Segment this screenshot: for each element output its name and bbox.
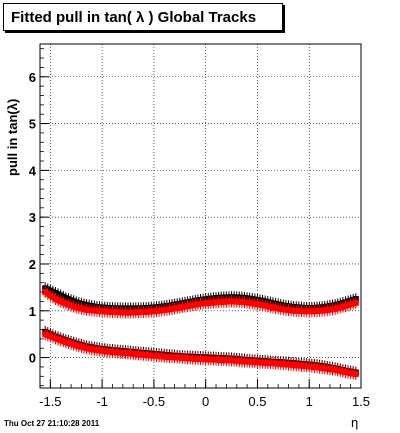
y-tick-label: 5 bbox=[29, 117, 36, 132]
y-tick-label: 6 bbox=[29, 70, 36, 85]
title-box: Fitted pull in tan( λ ) Global Tracks bbox=[3, 3, 283, 31]
x-tick-label: -0.5 bbox=[143, 394, 165, 409]
chart-title: Fitted pull in tan( λ ) Global Tracks bbox=[11, 9, 257, 26]
axes: -1.5 -1 -0.5 0 0.5 1 1.5 0 1 2 3 4 5 6 bbox=[29, 48, 370, 409]
x-tick-label: 1 bbox=[306, 394, 313, 409]
y-tick-label: 0 bbox=[29, 351, 36, 366]
plot-frame bbox=[39, 43, 362, 389]
grid-lines bbox=[40, 44, 362, 388]
data-series bbox=[42, 282, 359, 380]
y-axis-label: pull in tan(λ) bbox=[5, 98, 20, 176]
x-tick-label: 0.5 bbox=[248, 394, 266, 409]
timestamp: Thu Oct 27 21:10:28 2011 bbox=[4, 419, 100, 428]
x-tick-label: 0 bbox=[202, 394, 209, 409]
x-tick-label: 1.5 bbox=[352, 394, 370, 409]
y-tick-label: 4 bbox=[29, 163, 37, 178]
series-upper-red bbox=[42, 286, 359, 319]
y-tick-label: 1 bbox=[29, 304, 36, 319]
series-lower-red bbox=[42, 328, 359, 380]
y-tick-label: 2 bbox=[29, 257, 36, 272]
x-axis-label: η bbox=[351, 415, 359, 430]
y-tick-label: 3 bbox=[29, 210, 36, 225]
x-tick-label: -1.5 bbox=[39, 394, 61, 409]
x-tick-label: -1 bbox=[96, 394, 108, 409]
